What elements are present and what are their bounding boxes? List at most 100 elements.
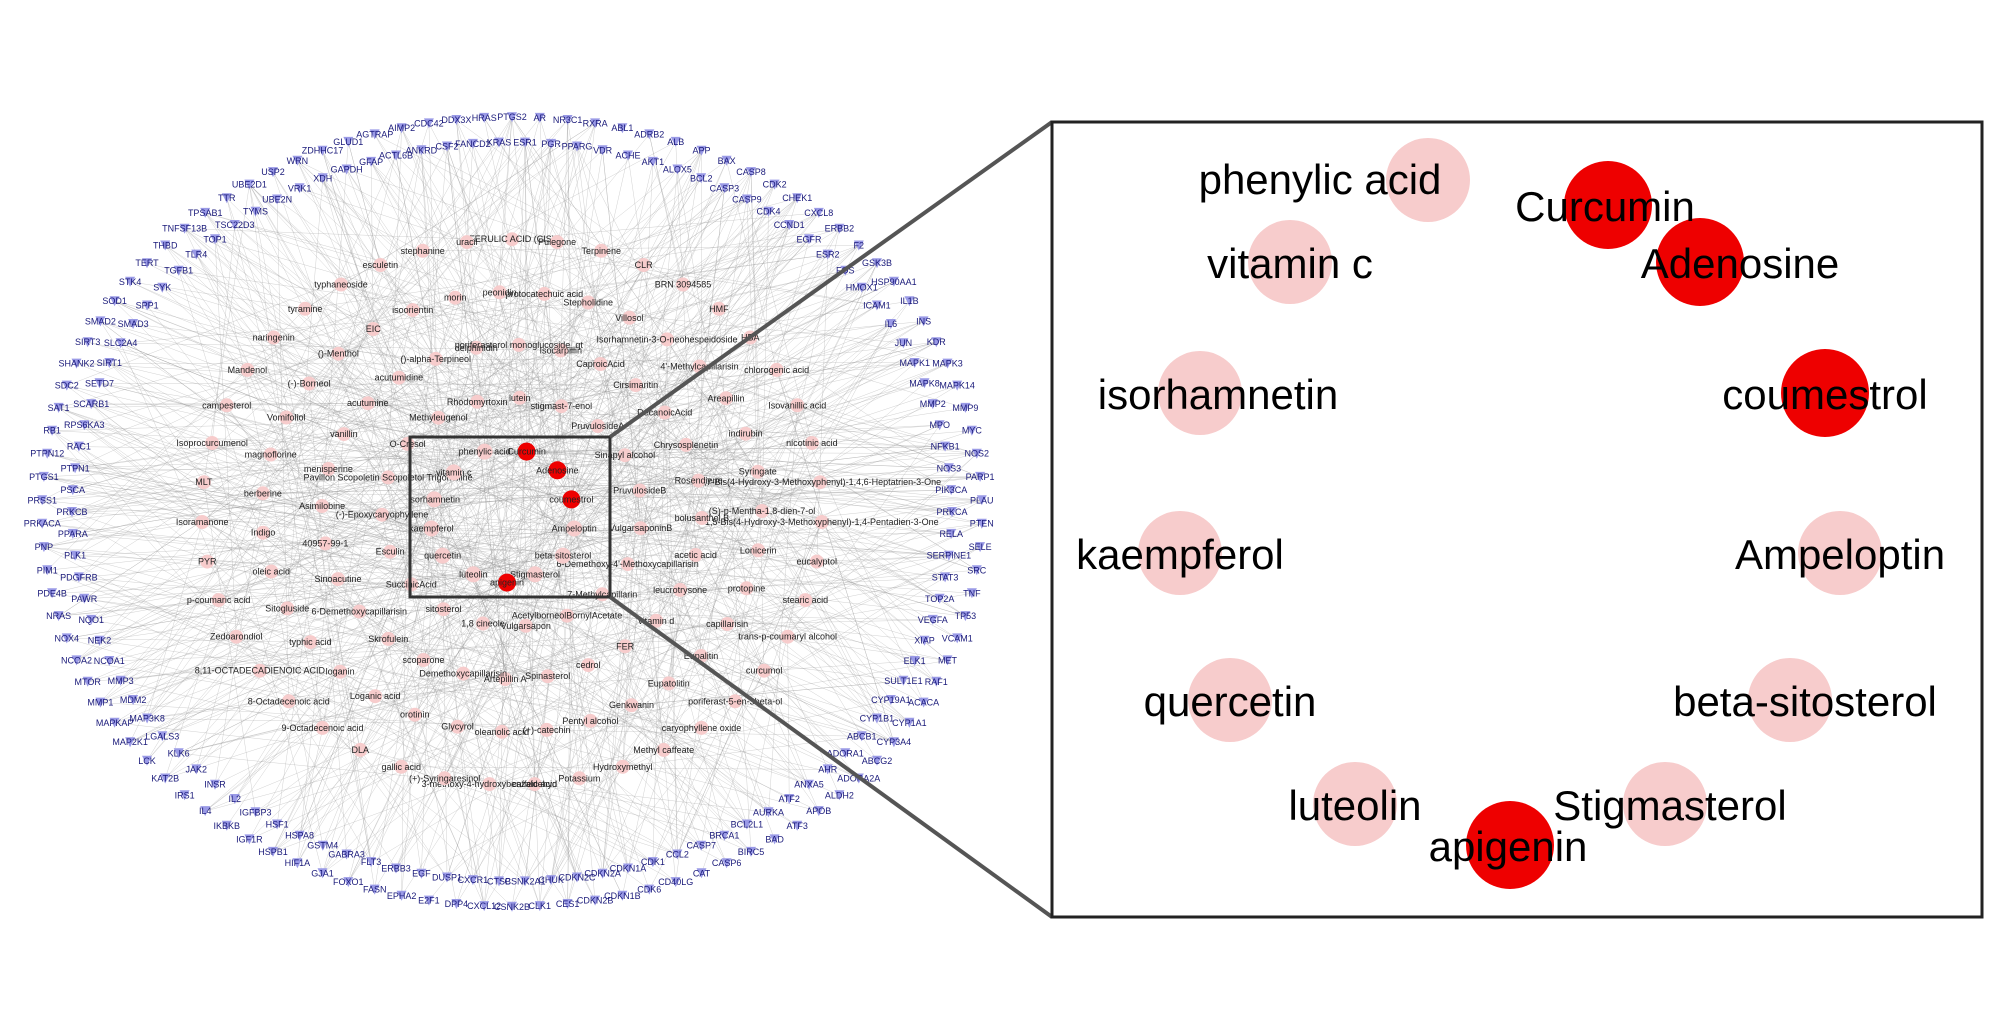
target-node: THBD	[153, 240, 178, 251]
network-edge	[205, 212, 668, 340]
target-node-label: FASN	[363, 885, 387, 895]
network-edge	[178, 270, 458, 727]
network-edge	[129, 281, 558, 471]
network-edge	[270, 117, 540, 455]
network-edge	[249, 184, 361, 750]
compound-node: Isovanillic acid	[768, 398, 826, 413]
target-node-label: MMP9	[952, 403, 978, 413]
target-node-marker	[670, 136, 681, 147]
target-node: CYP19A1	[871, 695, 911, 705]
target-node-label: AKT1	[642, 157, 665, 167]
network-edge	[431, 383, 925, 529]
network-edge	[499, 292, 948, 661]
network-edge	[627, 471, 759, 869]
network-edge	[677, 521, 823, 855]
network-edge	[322, 347, 477, 874]
compound-node-marker	[554, 399, 569, 414]
compound-node-marker	[280, 601, 295, 616]
target-node: NCOA1	[94, 656, 125, 666]
network-edge	[587, 302, 820, 812]
network-edge	[373, 328, 958, 639]
compound-node: isoorientin	[392, 303, 433, 318]
compound-node: AcetylborneolBornylAcetate	[512, 608, 622, 623]
compound-node: DLA	[352, 742, 369, 757]
compound-node-label: CLR	[635, 260, 654, 270]
network-edge	[236, 636, 676, 883]
compound-node: typhic acid	[289, 635, 332, 650]
compound-node: (S)-p-Mentha-1,8-dien-7-ol	[709, 504, 815, 518]
target-node: PARP1	[966, 471, 995, 482]
compound-node-marker	[256, 525, 271, 540]
target-node-marker	[38, 542, 49, 553]
compound-node: 8-Octadecenoic acid	[248, 694, 330, 709]
zoom-node	[1386, 138, 1470, 222]
network-edge	[234, 224, 456, 298]
target-node-label: AGTRAP	[356, 129, 393, 139]
network-edge	[226, 451, 485, 826]
network-edge	[534, 574, 650, 890]
target-node-label: HMOX1	[846, 283, 878, 293]
network-edge	[204, 212, 547, 731]
core-compound-node: quercetin	[424, 547, 461, 564]
network-edge	[816, 254, 828, 562]
network-edge	[473, 341, 937, 575]
zoom-node-marker	[1138, 511, 1222, 595]
target-node-label: CXCR1	[458, 875, 489, 885]
network-edge	[236, 636, 513, 907]
network-edge	[571, 489, 952, 500]
target-node: ATF3	[787, 820, 808, 831]
network-edge	[47, 453, 432, 529]
target-node-label: SRC	[967, 565, 987, 575]
network-edge	[338, 353, 953, 513]
zoom-node	[1656, 218, 1744, 306]
network-edge	[91, 328, 374, 621]
target-node-label: SETD7	[85, 378, 114, 388]
target-node-label: AR	[534, 113, 547, 123]
network-edge	[196, 417, 439, 770]
target-node-marker	[763, 206, 774, 217]
network-edge	[534, 224, 790, 785]
target-node: CSF2	[435, 141, 459, 152]
target-node-marker	[221, 820, 232, 831]
target-node-label: MMP3	[108, 676, 134, 686]
network-edge	[165, 574, 536, 779]
network-edge	[337, 239, 810, 580]
network-edge	[489, 783, 654, 863]
compound-node: bolusanthol B	[675, 511, 729, 525]
compound-node-label: vanillin	[330, 429, 358, 439]
network-edge	[42, 523, 508, 583]
compound-node-marker	[298, 301, 313, 316]
network-edge	[58, 574, 474, 617]
compound-node: cedrol	[576, 658, 601, 673]
network-edge	[146, 468, 329, 719]
network-edge	[466, 241, 937, 682]
network-edge	[395, 155, 484, 624]
target-node: SRC	[967, 565, 987, 576]
network-edge	[640, 228, 840, 529]
target-node: NFKB1	[931, 441, 960, 452]
compound-node-marker	[720, 617, 735, 631]
core-compound-label: Ampeloptin	[552, 524, 597, 534]
target-node-label: CSNK2A1	[504, 876, 545, 886]
target-node-label: PRKCA	[936, 507, 967, 517]
compound-node: Artepillin A	[484, 672, 526, 687]
target-node-marker	[804, 779, 814, 790]
network-edge	[431, 528, 769, 813]
target-node-marker	[191, 764, 202, 775]
compound-node: PruvulosideB	[613, 483, 666, 498]
network-edge	[276, 505, 323, 825]
network-edge	[184, 228, 520, 399]
network-edge	[129, 405, 798, 743]
target-node: AHR	[818, 764, 838, 775]
target-node: ACTL6B	[379, 150, 413, 161]
network-edge	[627, 563, 915, 662]
target-node-marker	[769, 834, 780, 845]
network-edge	[407, 443, 982, 501]
network-edge	[550, 471, 759, 881]
target-node-label: ERBB3	[381, 864, 411, 874]
compound-node-marker	[498, 672, 513, 687]
network-edge	[567, 528, 575, 905]
compound-node: caryophyllene oxide	[662, 720, 741, 735]
target-node: PPARG	[562, 141, 592, 152]
target-node: ESR1	[513, 137, 537, 148]
